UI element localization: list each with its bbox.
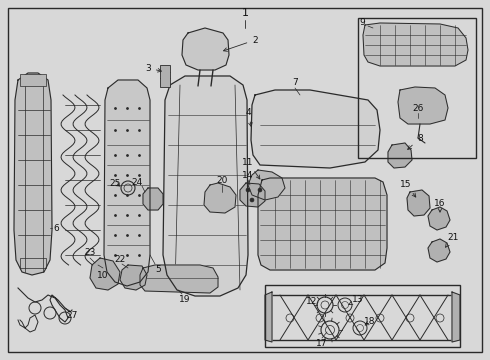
Text: 16: 16 — [434, 198, 446, 212]
Polygon shape — [265, 292, 272, 342]
Text: 24: 24 — [131, 177, 143, 186]
Text: 1: 1 — [242, 8, 248, 18]
Polygon shape — [452, 292, 460, 342]
Text: 3: 3 — [145, 63, 161, 72]
Text: 18: 18 — [364, 318, 376, 327]
Text: 14: 14 — [243, 171, 254, 180]
Text: 21: 21 — [445, 233, 459, 247]
Circle shape — [246, 188, 250, 192]
Bar — [160, 65, 170, 87]
Text: 19: 19 — [179, 296, 191, 305]
Text: 2: 2 — [223, 36, 258, 51]
Text: 12: 12 — [306, 297, 318, 306]
Polygon shape — [363, 23, 468, 66]
Text: 10: 10 — [97, 270, 109, 279]
Polygon shape — [388, 143, 412, 168]
Polygon shape — [258, 178, 387, 270]
Bar — [20, 258, 46, 268]
Polygon shape — [143, 188, 163, 210]
Polygon shape — [407, 190, 430, 216]
Text: 5: 5 — [155, 266, 161, 274]
Text: 9: 9 — [359, 18, 365, 27]
Text: 23: 23 — [84, 248, 96, 257]
Text: 7: 7 — [292, 77, 298, 86]
Polygon shape — [163, 76, 248, 296]
Polygon shape — [140, 265, 218, 293]
Circle shape — [250, 198, 254, 202]
Polygon shape — [182, 28, 229, 70]
Text: 15: 15 — [400, 180, 416, 197]
Text: 11: 11 — [242, 158, 260, 179]
Text: 22: 22 — [114, 256, 125, 265]
Text: 20: 20 — [216, 176, 228, 185]
Polygon shape — [251, 90, 380, 168]
Bar — [265, 285, 460, 347]
Polygon shape — [240, 183, 265, 207]
Polygon shape — [204, 183, 236, 213]
Text: 13: 13 — [349, 296, 364, 305]
Text: 26: 26 — [412, 104, 424, 113]
Polygon shape — [14, 73, 52, 275]
Text: 25: 25 — [109, 179, 121, 188]
Polygon shape — [104, 80, 150, 286]
Polygon shape — [428, 207, 450, 230]
Text: 27: 27 — [66, 311, 78, 320]
Polygon shape — [398, 87, 448, 124]
Bar — [20, 74, 46, 86]
Text: 6: 6 — [53, 224, 59, 233]
Text: 17: 17 — [316, 339, 328, 348]
Bar — [358, 18, 476, 158]
Polygon shape — [90, 258, 120, 290]
Polygon shape — [248, 170, 285, 200]
Polygon shape — [120, 265, 147, 290]
Text: 4: 4 — [245, 108, 252, 126]
Polygon shape — [428, 239, 450, 262]
Text: 8: 8 — [408, 134, 423, 149]
Circle shape — [258, 188, 262, 192]
